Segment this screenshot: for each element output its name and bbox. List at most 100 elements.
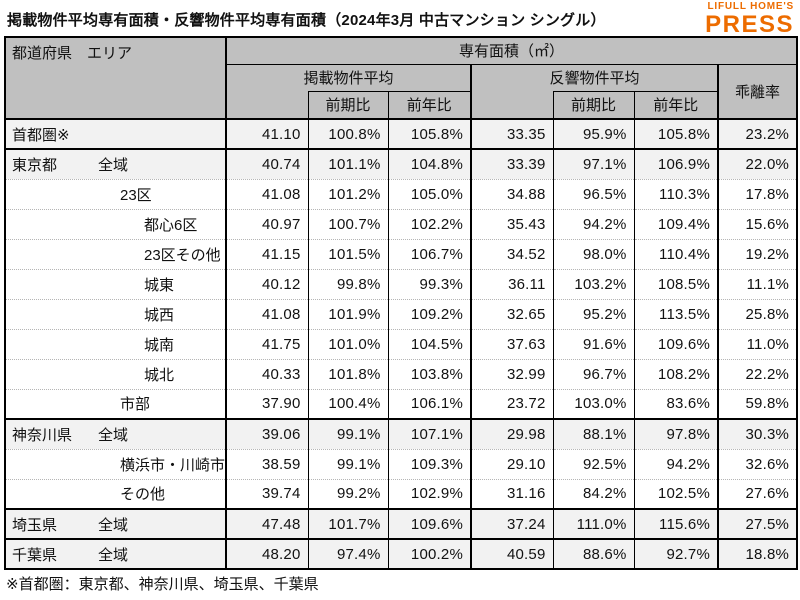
table-body: 首都圏※ 41.10 100.8% 105.8% 33.35 95.9% 105.8% 23.…	[4, 118, 798, 569]
inquiry-prev-period-cell: 103.2%	[552, 268, 635, 299]
listed-prev-period-cell: 101.1%	[307, 148, 389, 179]
inquiry-avg-cell: 31.16	[470, 478, 554, 509]
listed-avg-cell: 41.15	[225, 238, 309, 269]
area-label-cell: 城北	[4, 358, 227, 389]
area-label: 23区その他	[144, 246, 221, 264]
inquiry-avg-cell: 23.72	[470, 388, 554, 419]
inquiry-prev-year-cell: 92.7%	[633, 538, 719, 569]
listed-prev-period-cell: 99.8%	[307, 268, 389, 299]
prefecture-label: 東京都	[12, 156, 58, 174]
listed-prev-year-cell: 106.1%	[387, 388, 472, 419]
logo-press-text: PRESS	[705, 11, 794, 38]
area-label-cell: 都心6区	[4, 208, 227, 239]
inquiry-prev-period-cell: 84.2%	[552, 478, 635, 509]
divergence-rate-cell: 23.2%	[717, 118, 798, 149]
listed-prev-year-cell: 107.1%	[387, 418, 472, 449]
column-header-spacer	[470, 91, 554, 120]
inquiry-avg-cell: 32.99	[470, 358, 554, 389]
area-label: その他	[120, 486, 166, 504]
listed-prev-period-cell: 101.2%	[307, 178, 389, 209]
inquiry-prev-year-cell: 115.6%	[633, 508, 719, 539]
inquiry-prev-period-cell: 88.6%	[552, 538, 635, 569]
divergence-rate-cell: 19.2%	[717, 238, 798, 269]
area-label-cell: 城西	[4, 298, 227, 329]
area-label-cell: 東京都 全域	[4, 148, 227, 179]
area-label: 23区	[120, 186, 152, 204]
listed-prev-period-cell: 99.1%	[307, 448, 389, 479]
divergence-rate-cell: 32.6%	[717, 448, 798, 479]
inquiry-avg-cell: 34.88	[470, 178, 554, 209]
prefecture-label: 千葉県	[12, 546, 58, 564]
area-label: 全域	[98, 516, 129, 534]
area-label-cell: 千葉県 全域	[4, 538, 227, 569]
inquiry-prev-year-cell: 110.4%	[633, 238, 719, 269]
column-header-prev-year-listed: 前年比	[387, 90, 472, 120]
listed-prev-year-cell: 102.2%	[387, 208, 472, 239]
column-header-spacer	[225, 91, 309, 120]
area-label-cell: 23区その他	[4, 238, 227, 269]
area-label: 城東	[144, 276, 175, 294]
listed-prev-year-cell: 105.0%	[387, 178, 472, 209]
table-row: 23区その他 41.15 101.5% 106.7% 34.52 98.0% 110.4% 1…	[4, 238, 798, 269]
divergence-rate-cell: 59.8%	[717, 388, 798, 419]
lifull-homes-press-logo: LIFULL HOME'S PRESS	[705, 2, 794, 37]
divergence-rate-cell: 18.8%	[717, 538, 798, 569]
column-header-listed-average: 掲載物件平均	[225, 63, 472, 91]
prefecture-label: 埼玉県	[12, 516, 58, 534]
listed-prev-year-cell: 106.7%	[387, 238, 472, 269]
divergence-rate-cell: 11.1%	[717, 268, 798, 299]
inquiry-avg-cell: 32.65	[470, 298, 554, 329]
listed-prev-period-cell: 100.4%	[307, 388, 389, 419]
area-label-cell: その他	[4, 478, 227, 509]
area-label-cell: 埼玉県 全域	[4, 508, 227, 539]
column-header-prev-period-listed: 前期比	[307, 90, 389, 120]
listed-avg-cell: 37.90	[225, 388, 309, 419]
logo-brand-text: LIFULL HOME'S	[707, 1, 794, 12]
inquiry-prev-year-cell: 110.3%	[633, 178, 719, 209]
inquiry-avg-cell: 35.43	[470, 208, 554, 239]
inquiry-prev-year-cell: 83.6%	[633, 388, 719, 419]
listed-prev-year-cell: 104.5%	[387, 328, 472, 359]
inquiry-prev-year-cell: 94.2%	[633, 448, 719, 479]
column-header-divergence-rate: 乖離率	[716, 63, 798, 120]
listed-prev-period-cell: 97.4%	[307, 538, 389, 569]
inquiry-prev-period-cell: 111.0%	[552, 508, 635, 539]
column-header-floor-area: 専有面積（㎡）	[225, 36, 798, 65]
listed-prev-period-cell: 101.8%	[307, 358, 389, 389]
divergence-rate-cell: 27.5%	[717, 508, 798, 539]
divergence-rate-cell: 25.8%	[717, 298, 798, 329]
floor-area-table: 都道府県 エリア 専有面積（㎡） 掲載物件平均 反響物件平均 乖離率 前期比 前…	[4, 36, 799, 570]
inquiry-avg-cell: 37.24	[470, 508, 554, 539]
column-header-prev-period-inquiry: 前期比	[552, 90, 635, 120]
area-label: 城南	[144, 336, 175, 354]
listed-avg-cell: 48.20	[225, 538, 309, 569]
area-label: 全域	[98, 426, 129, 444]
table-row: 城北 40.33 101.8% 103.8% 32.99 96.7% 108.2% 22.2%	[4, 358, 798, 389]
listed-prev-year-cell: 103.8%	[387, 358, 472, 389]
listed-prev-period-cell: 101.0%	[307, 328, 389, 359]
divergence-rate-cell: 30.3%	[717, 418, 798, 449]
listed-prev-period-cell: 101.5%	[307, 238, 389, 269]
listed-avg-cell: 41.75	[225, 328, 309, 359]
listed-prev-year-cell: 99.3%	[387, 268, 472, 299]
inquiry-avg-cell: 34.52	[470, 238, 554, 269]
inquiry-prev-period-cell: 103.0%	[552, 388, 635, 419]
listed-avg-cell: 41.08	[225, 178, 309, 209]
listed-prev-year-cell: 104.8%	[387, 148, 472, 179]
inquiry-avg-cell: 36.11	[470, 268, 554, 299]
inquiry-prev-period-cell: 88.1%	[552, 418, 635, 449]
divergence-rate-cell: 17.8%	[717, 178, 798, 209]
listed-prev-period-cell: 99.1%	[307, 418, 389, 449]
area-label: 城西	[144, 306, 175, 324]
table-row: 首都圏※ 41.10 100.8% 105.8% 33.35 95.9% 105.8% 23.…	[4, 118, 798, 149]
inquiry-prev-year-cell: 109.4%	[633, 208, 719, 239]
inquiry-avg-cell: 33.35	[470, 118, 554, 149]
inquiry-prev-year-cell: 97.8%	[633, 418, 719, 449]
inquiry-prev-period-cell: 95.2%	[552, 298, 635, 329]
listed-prev-period-cell: 100.8%	[307, 118, 389, 149]
table-row: 23区 41.08 101.2% 105.0% 34.88 96.5% 110.3% 17.8…	[4, 178, 798, 209]
inquiry-avg-cell: 40.59	[470, 538, 554, 569]
listed-prev-year-cell: 109.2%	[387, 298, 472, 329]
inquiry-prev-year-cell: 113.5%	[633, 298, 719, 329]
